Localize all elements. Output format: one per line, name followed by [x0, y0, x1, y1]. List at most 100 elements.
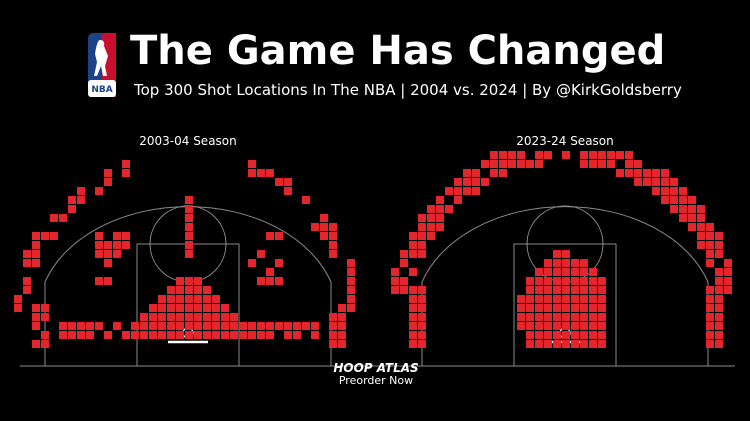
- shot-square: [517, 151, 525, 159]
- shot-square: [580, 304, 588, 312]
- shot-square: [185, 286, 193, 294]
- shot-square: [266, 268, 274, 276]
- shot-square: [580, 259, 588, 267]
- shot-square: [257, 322, 265, 330]
- shot-square: [526, 277, 534, 285]
- shot-square: [553, 304, 561, 312]
- shot-square: [589, 322, 597, 330]
- shot-square: [643, 178, 651, 186]
- shot-square: [598, 295, 606, 303]
- shot-square: [571, 277, 579, 285]
- shot-square: [149, 304, 157, 312]
- shot-square: [472, 178, 480, 186]
- shot-square: [643, 169, 651, 177]
- shot-square: [526, 295, 534, 303]
- shot-square: [131, 322, 139, 330]
- shot-square: [580, 151, 588, 159]
- shot-square: [571, 295, 579, 303]
- shot-square: [589, 295, 597, 303]
- shot-square: [221, 322, 229, 330]
- shot-square: [239, 331, 247, 339]
- shot-square: [14, 304, 22, 312]
- shot-square: [194, 304, 202, 312]
- shot-square: [715, 340, 723, 348]
- shot-square: [122, 169, 130, 177]
- three-point-line: [421, 206, 709, 366]
- brand: HOOP ATLAS: [333, 361, 418, 375]
- shot-square: [95, 277, 103, 285]
- shot-square: [140, 331, 148, 339]
- shot-square: [553, 286, 561, 294]
- shot-square: [104, 241, 112, 249]
- shot-square: [23, 259, 31, 267]
- shot-square: [167, 322, 175, 330]
- shot-square: [526, 313, 534, 321]
- shot-square: [571, 259, 579, 267]
- shot-square: [248, 169, 256, 177]
- cta[interactable]: Preorder Now: [339, 374, 413, 387]
- shot-square: [203, 286, 211, 294]
- shot-square: [544, 268, 552, 276]
- shot-square: [706, 304, 714, 312]
- shot-square: [535, 160, 543, 168]
- shot-square: [445, 205, 453, 213]
- shot-square: [329, 223, 337, 231]
- shot-square: [571, 286, 579, 294]
- shot-square: [463, 178, 471, 186]
- shot-square: [598, 313, 606, 321]
- shot-square: [77, 322, 85, 330]
- shot-square: [580, 277, 588, 285]
- shot-square: [571, 322, 579, 330]
- shot-square: [338, 322, 346, 330]
- shot-square: [418, 232, 426, 240]
- shot-square: [535, 331, 543, 339]
- shot-square: [706, 286, 714, 294]
- shot-square: [158, 313, 166, 321]
- shot-square: [706, 223, 714, 231]
- shot-square: [275, 259, 283, 267]
- shot-square: [212, 331, 220, 339]
- shot-square: [347, 259, 355, 267]
- shot-square: [679, 187, 687, 195]
- shot-square: [131, 331, 139, 339]
- shot-square: [670, 178, 678, 186]
- shot-square: [454, 187, 462, 195]
- shot-square: [526, 331, 534, 339]
- shot-square: [248, 331, 256, 339]
- shot-square: [149, 322, 157, 330]
- shot-square: [526, 340, 534, 348]
- shot-square: [23, 286, 31, 294]
- shot-square: [122, 232, 130, 240]
- shot-square: [275, 322, 283, 330]
- shot-square: [463, 187, 471, 195]
- shot-square: [302, 322, 310, 330]
- shot-square: [68, 205, 76, 213]
- shot-square: [203, 331, 211, 339]
- shot-square: [652, 169, 660, 177]
- shot-square: [293, 322, 301, 330]
- shot-square: [553, 331, 561, 339]
- shot-square: [122, 331, 130, 339]
- shot-square: [454, 196, 462, 204]
- shot-square: [589, 313, 597, 321]
- shot-square: [634, 160, 642, 168]
- shot-square: [320, 223, 328, 231]
- shot-square: [544, 259, 552, 267]
- shot-square: [571, 331, 579, 339]
- shot-square: [113, 250, 121, 258]
- shot-square: [499, 151, 507, 159]
- shot-square: [203, 304, 211, 312]
- shot-square: [122, 241, 130, 249]
- shot-square: [176, 304, 184, 312]
- shot-square: [562, 277, 570, 285]
- shot-square: [302, 196, 310, 204]
- shot-square: [544, 331, 552, 339]
- shot-square: [185, 232, 193, 240]
- shot-square: [715, 268, 723, 276]
- shot-square: [553, 277, 561, 285]
- shot-square: [32, 232, 40, 240]
- shot-square: [23, 250, 31, 258]
- shot-square: [706, 259, 714, 267]
- shot-square: [580, 331, 588, 339]
- shot-square: [230, 322, 238, 330]
